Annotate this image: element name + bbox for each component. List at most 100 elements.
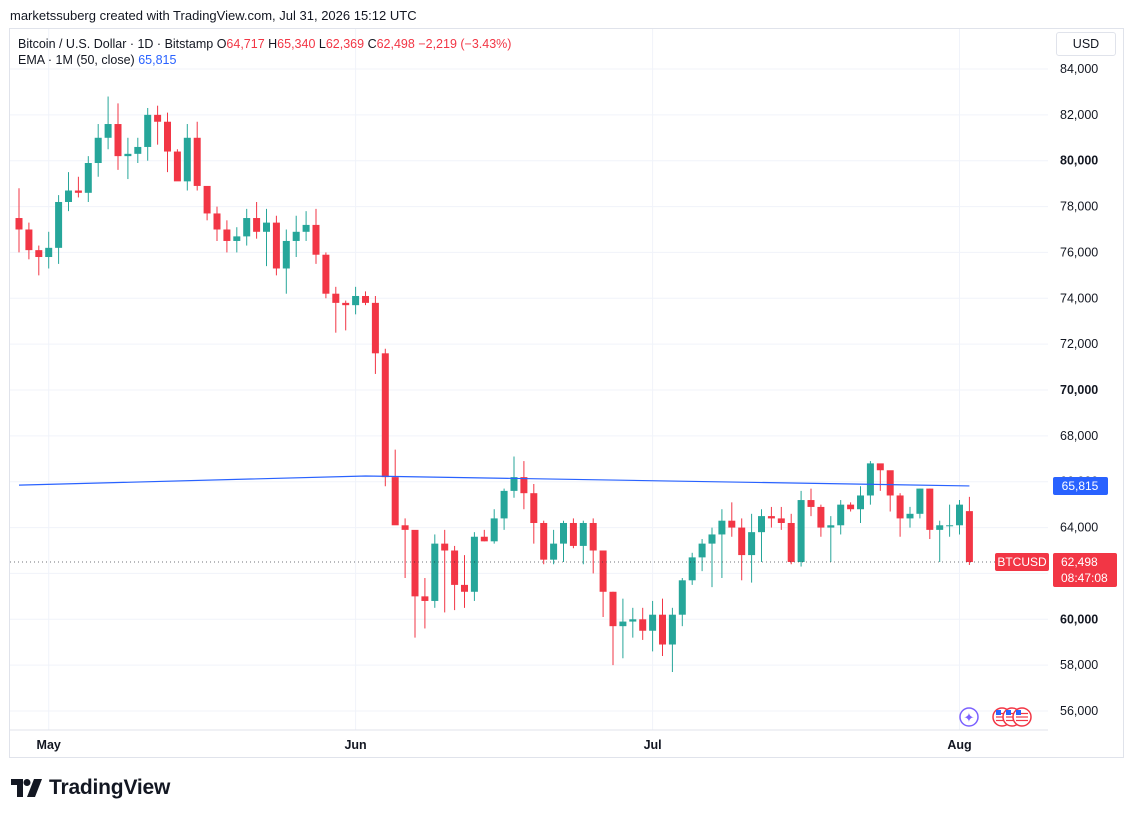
- candle-body[interactable]: [817, 506, 825, 528]
- candle-body[interactable]: [649, 614, 657, 631]
- candle-body[interactable]: [213, 213, 221, 230]
- candle-body[interactable]: [916, 488, 924, 514]
- candle-body[interactable]: [25, 229, 33, 251]
- candle-body[interactable]: [45, 247, 53, 258]
- candle-body[interactable]: [15, 218, 23, 230]
- candle-body[interactable]: [193, 137, 201, 186]
- candle-body[interactable]: [470, 536, 478, 592]
- candle-body[interactable]: [65, 190, 72, 202]
- candle-body[interactable]: [797, 500, 805, 562]
- candle-body[interactable]: [659, 614, 666, 645]
- candle-body[interactable]: [807, 500, 815, 507]
- candle-body[interactable]: [124, 153, 132, 157]
- candle-body[interactable]: [411, 529, 419, 597]
- candle-body[interactable]: [857, 495, 864, 510]
- candle-body[interactable]: [827, 525, 835, 528]
- candle-body[interactable]: [272, 222, 280, 269]
- candle-body[interactable]: [332, 293, 340, 303]
- candle-body[interactable]: [718, 520, 726, 535]
- candle-body[interactable]: [381, 353, 389, 478]
- candle-body[interactable]: [322, 254, 330, 294]
- candle-body[interactable]: [550, 543, 558, 560]
- candle-body[interactable]: [609, 591, 617, 627]
- candle-body[interactable]: [906, 513, 914, 519]
- candle-body[interactable]: [114, 124, 122, 157]
- candle-body[interactable]: [896, 495, 904, 519]
- candle-body[interactable]: [480, 536, 488, 542]
- candle-body[interactable]: [371, 302, 379, 354]
- candle-body[interactable]: [748, 532, 756, 556]
- candle-body[interactable]: [589, 522, 597, 551]
- candle-body[interactable]: [639, 619, 647, 631]
- candle-body[interactable]: [391, 477, 399, 526]
- candle-body[interactable]: [540, 522, 548, 560]
- candle-body[interactable]: [55, 201, 63, 248]
- currency-button[interactable]: USD: [1056, 32, 1116, 56]
- candle-body[interactable]: [144, 114, 152, 147]
- candle-body[interactable]: [956, 504, 963, 526]
- candle-body[interactable]: [866, 463, 874, 496]
- candle-body[interactable]: [837, 504, 845, 526]
- candle-body[interactable]: [233, 236, 241, 241]
- candle-body[interactable]: [847, 504, 855, 510]
- candle-body[interactable]: [629, 619, 637, 622]
- candle-body[interactable]: [946, 525, 954, 527]
- candle-body[interactable]: [510, 477, 518, 491]
- candle-body[interactable]: [342, 302, 350, 306]
- candle-body[interactable]: [619, 621, 627, 627]
- candle-body[interactable]: [530, 493, 538, 523]
- candle-body[interactable]: [84, 163, 92, 193]
- candle-body[interactable]: [104, 124, 112, 138]
- candle-body[interactable]: [154, 114, 162, 122]
- symbol-name[interactable]: Bitcoin / U.S. Dollar · 1D · Bitstamp: [18, 37, 214, 51]
- candle-body[interactable]: [767, 516, 775, 519]
- candle-body[interactable]: [668, 614, 676, 645]
- candle-body[interactable]: [183, 137, 191, 182]
- candle-body[interactable]: [569, 522, 577, 546]
- candle-body[interactable]: [965, 511, 973, 563]
- candle-body[interactable]: [758, 516, 765, 533]
- candle-body[interactable]: [94, 137, 102, 164]
- candle-body[interactable]: [500, 490, 508, 519]
- candle-body[interactable]: [401, 525, 409, 530]
- candle-body[interactable]: [490, 518, 498, 542]
- candle-body[interactable]: [777, 518, 785, 523]
- candle-body[interactable]: [926, 488, 934, 530]
- candle-body[interactable]: [253, 218, 261, 232]
- candle-body[interactable]: [688, 557, 696, 581]
- candle-body[interactable]: [164, 121, 171, 152]
- candle-body[interactable]: [35, 250, 43, 258]
- candle-body[interactable]: [431, 543, 439, 601]
- candle-body[interactable]: [738, 527, 746, 556]
- candle-body[interactable]: [936, 525, 944, 530]
- candle-body[interactable]: [451, 550, 459, 585]
- candle-body[interactable]: [302, 224, 310, 232]
- candle-body[interactable]: [599, 550, 607, 592]
- candle-body[interactable]: [728, 520, 736, 528]
- ema-label[interactable]: EMA · 1M (50, close): [18, 53, 135, 67]
- candle-body[interactable]: [134, 146, 142, 154]
- candle-body[interactable]: [292, 231, 300, 241]
- candle-body[interactable]: [243, 218, 251, 237]
- candle-body[interactable]: [560, 522, 567, 544]
- candle-body[interactable]: [421, 596, 429, 601]
- candle-body[interactable]: [708, 534, 716, 544]
- candle-body[interactable]: [74, 190, 82, 193]
- candle-body[interactable]: [520, 477, 528, 494]
- sparkle-event-icon[interactable]: [959, 707, 979, 727]
- candle-body[interactable]: [223, 229, 231, 241]
- candle-body[interactable]: [579, 522, 587, 546]
- candle-body[interactable]: [352, 295, 360, 306]
- candle-body[interactable]: [441, 543, 449, 551]
- candle-body[interactable]: [876, 463, 884, 471]
- candle-body[interactable]: [362, 295, 369, 303]
- candle-body[interactable]: [312, 224, 320, 255]
- candle-body[interactable]: [678, 580, 686, 615]
- candle-body[interactable]: [263, 222, 270, 232]
- candle-body[interactable]: [282, 240, 290, 269]
- candle-body[interactable]: [698, 543, 706, 558]
- candle-body[interactable]: [461, 584, 468, 592]
- candle-body[interactable]: [886, 470, 894, 496]
- candle-body[interactable]: [173, 151, 181, 182]
